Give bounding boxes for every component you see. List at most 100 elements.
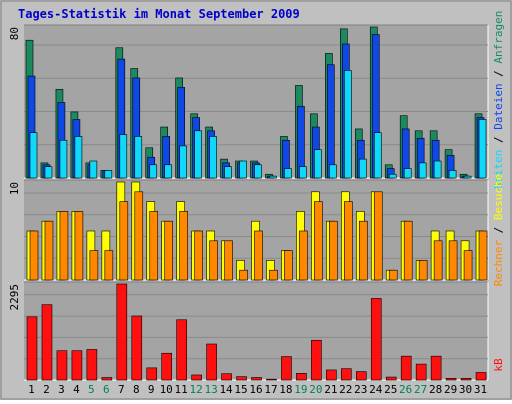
x-tick-label: 7 [118,383,125,396]
x-tick-label: 18 [279,383,292,396]
bar-rechner [134,191,144,281]
bar-kb [206,343,217,381]
x-tick-label: 13 [204,383,217,396]
bar-seiten [284,168,292,179]
y-max-label: 80 [8,27,21,40]
bar-kb [41,304,53,381]
bar-kb [266,378,277,381]
x-tick-label: 20 [309,383,322,396]
bar-kb [281,356,292,381]
bar-seiten [329,164,337,179]
x-tick-label: 16 [249,383,262,396]
bar-kb [460,378,472,381]
series-rechner [29,191,488,281]
bar-kb [131,315,143,381]
bar-rechner [104,250,114,281]
bar-rechner [194,230,203,281]
bar-kb [415,363,427,381]
bar-rechner [373,191,383,281]
bar-kb [221,373,232,381]
bar-seiten [269,175,277,179]
bar-kb [326,369,337,381]
x-tick-label: 27 [414,383,427,396]
bar-rechner [29,230,39,281]
x-tick-label: 10 [160,383,173,396]
bar-kb [86,349,98,381]
x-tick-label: 21 [324,383,337,396]
axis-label-part: Besuche [492,174,505,220]
axis-label-part: Anfragen [492,11,505,64]
bar-seiten [119,134,128,179]
bar-kb [296,373,307,381]
x-tick-label: 19 [294,383,307,396]
bar-kb [251,377,262,381]
bar-seiten [209,136,217,179]
x-tick-label: 26 [399,383,412,396]
bar-rechner [254,230,263,281]
bar-kb [161,352,173,381]
bar-rechner [239,269,248,281]
x-tick-label: 12 [190,383,203,396]
x-tick-label: 30 [459,383,472,396]
series-seiten [29,70,487,179]
bar-rechner [448,240,458,281]
x-tick-label: 31 [474,383,487,396]
bar-seiten [59,139,68,179]
axis-label-part: / [492,130,505,150]
bar-rechner [284,250,293,281]
bar-seiten [239,160,247,179]
bar-rechner [403,220,413,281]
x-tick-label: 22 [339,383,352,396]
bar-rechner [269,269,278,281]
bar-seiten [403,168,412,179]
series-axis-label: Rechner / Besuche [492,174,505,287]
panel-2: 10 Rechner / Besuche [8,174,505,287]
x-tick-label: 8 [133,383,140,396]
bar-rechner [224,240,233,281]
x-tick-label: 6 [103,383,110,396]
x-tick-label: 11 [175,383,188,396]
bar-rechner [59,211,69,281]
bar-seiten [149,164,158,179]
bar-seiten [74,136,83,179]
bar-seiten [104,170,113,179]
bar-kb [101,377,113,381]
x-tick-label: 28 [429,383,442,396]
bar-kb [191,374,202,381]
bar-seiten [29,132,38,179]
bar-rechner [74,211,84,281]
x-tick-label: 14 [219,383,233,396]
bar-rechner [89,250,99,281]
x-tick-label: 3 [58,383,65,396]
bar-seiten [224,166,232,179]
x-tick-label: 24 [369,383,383,396]
bar-seiten [433,160,442,179]
bar-seiten [89,160,98,179]
bar-seiten [463,175,472,179]
x-tick-label: 5 [88,383,95,396]
bar-rechner [388,269,398,281]
y-max-label: 2295 [8,284,21,311]
axis-label-part: Seiten [492,150,505,190]
bar-dateien [327,64,335,179]
bar-kb [400,355,412,381]
bar-seiten [373,132,382,179]
axis-label-part: / [492,64,505,84]
bar-kb [176,319,187,381]
series-kb [26,283,487,381]
bar-seiten [358,158,367,179]
y-max-label: 10 [8,182,21,195]
bar-kb [236,376,247,381]
bar-rechner [433,240,443,281]
bar-rechner [149,211,159,281]
bar-rechner [299,230,308,281]
bar-rechner [209,240,218,281]
axis-label-part: Rechner [492,240,505,287]
bar-kb [475,372,487,381]
bar-seiten [194,130,202,179]
chart-title: Tages-Statistik im Monat September 2009 [18,7,300,21]
bar-rechner [358,220,368,281]
bar-seiten [448,170,457,179]
x-tick-label: 15 [234,383,247,396]
